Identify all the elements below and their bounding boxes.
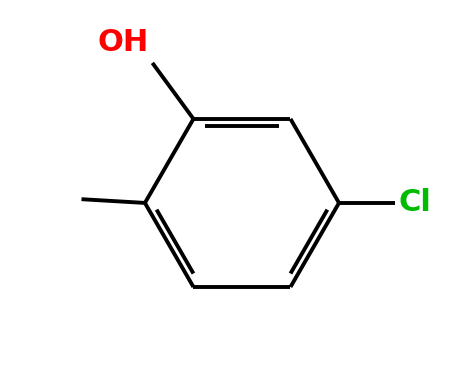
Text: OH: OH xyxy=(98,28,149,57)
Text: Cl: Cl xyxy=(399,188,431,217)
